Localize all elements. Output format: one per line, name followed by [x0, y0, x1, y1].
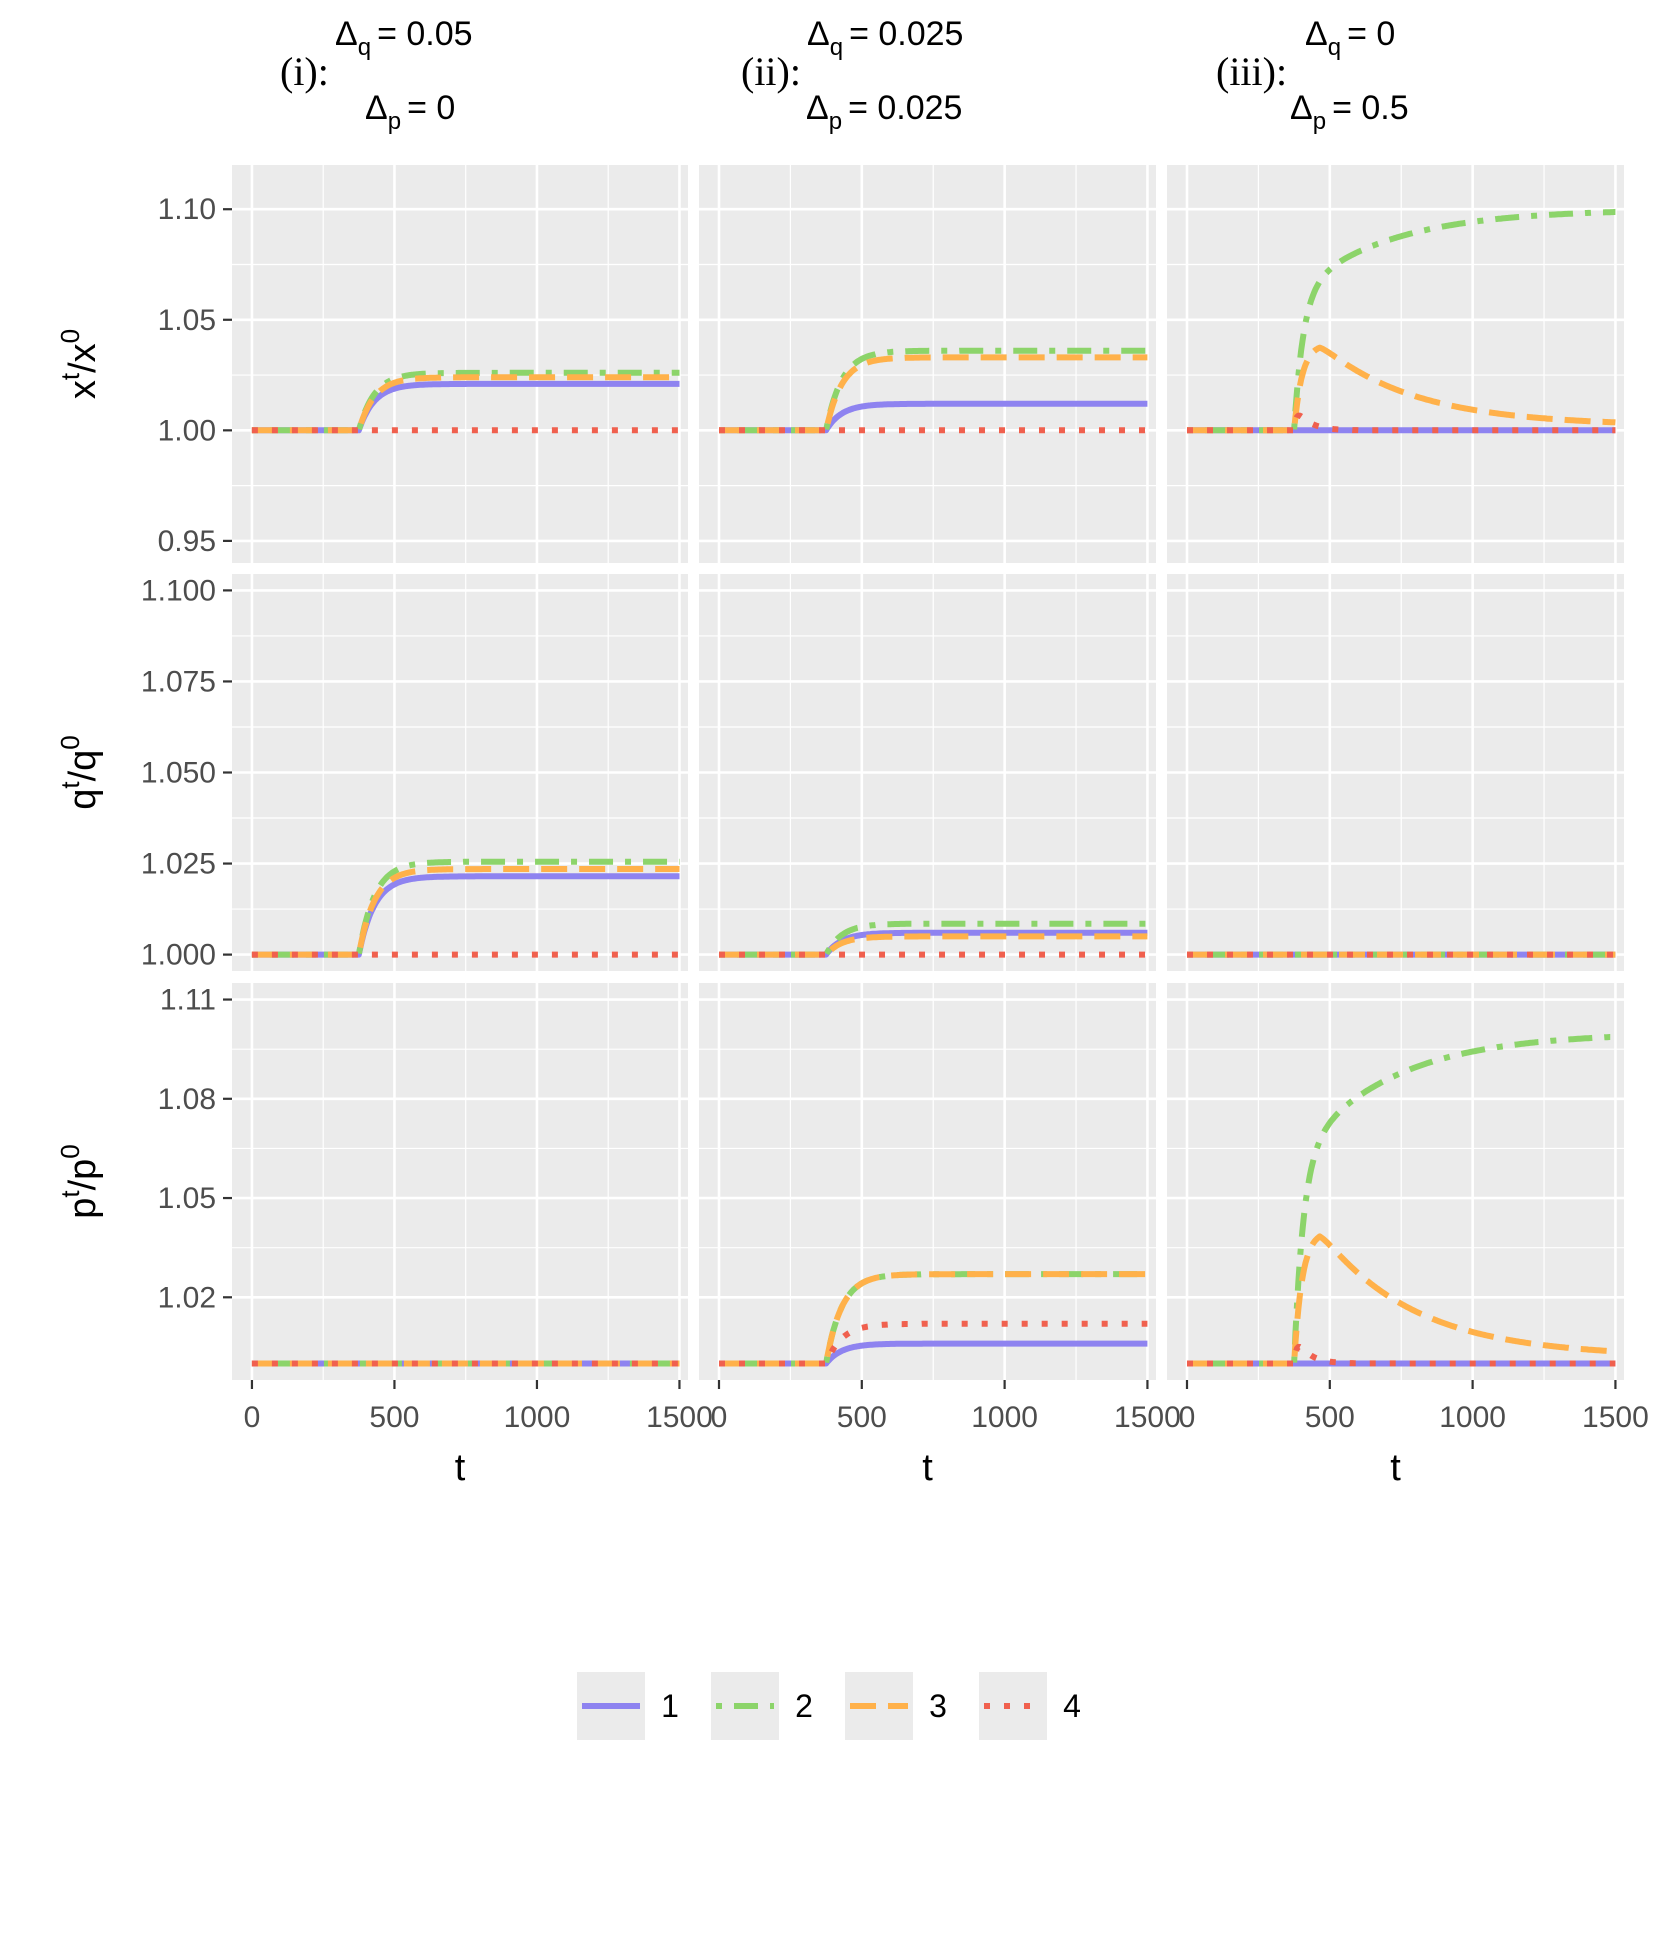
panel-background	[232, 983, 688, 1380]
x-tick-label: 500	[837, 1401, 887, 1434]
strip-delta-p: Δp = 0.025	[806, 89, 962, 135]
strip-label-i: (i):Δq = 0.05 Δp = 0	[280, 15, 473, 135]
panel-background	[232, 165, 688, 563]
x-axis-ii: 0 500 1000 1500 t	[711, 1380, 1181, 1489]
series-line-1	[717, 1340, 1149, 1367]
legend-item-2: 2	[711, 1672, 813, 1740]
legend-label: 3	[929, 1688, 947, 1724]
x-axes: 0 500 1000 1500 t 0 500 1000 1500 t 0 500 1000 1500 t	[244, 1380, 1649, 1489]
y-axes: 0.95 1.00 1.05 1.10 xt/x0 1.000 1.025 1.050 1.07…	[55, 193, 232, 1314]
y-axis-q: 1.000 1.025 1.050 1.075 1.100 qt/q0	[55, 574, 232, 972]
x-tick-label: 1500	[1114, 1401, 1181, 1434]
legend-label: 4	[1063, 1688, 1081, 1724]
panel-x-ii	[699, 165, 1156, 563]
series-line-1	[250, 380, 681, 434]
legend-key	[979, 1672, 1047, 1740]
x-tick-label: 1000	[971, 1401, 1038, 1434]
y-axis-title-p: pt/p0	[55, 1144, 104, 1219]
x-axis-title: t	[922, 1447, 933, 1489]
strip-label-ii: (ii):Δq = 0.025 Δp = 0.025	[741, 15, 963, 135]
x-axis-title: t	[455, 1447, 466, 1489]
y-tick-label: 1.05	[158, 1182, 216, 1215]
x-axis-title: t	[1390, 1447, 1401, 1489]
strip-delta-q: Δq = 0.025	[807, 15, 963, 61]
y-tick-label: 1.050	[141, 757, 216, 790]
legend: 1 2 3 4	[577, 1672, 1081, 1740]
x-tick-label: 0	[1179, 1401, 1196, 1434]
y-axis-title-x: xt/x0	[55, 329, 104, 399]
legend-item-3: 3	[845, 1672, 947, 1740]
series-line-3	[1185, 344, 1617, 434]
x-tick-label: 1000	[504, 1401, 571, 1434]
panel-background	[699, 983, 1156, 1380]
panel-background	[1167, 165, 1624, 563]
y-tick-label: 1.10	[158, 193, 216, 226]
y-tick-label: 1.05	[158, 304, 216, 337]
legend-label: 2	[795, 1688, 813, 1724]
x-tick-label: 0	[244, 1401, 261, 1434]
y-tick-label: 1.02	[158, 1281, 216, 1314]
series-line-2	[1185, 209, 1617, 434]
series-line-1	[717, 400, 1149, 434]
x-tick-label: 500	[1305, 1401, 1355, 1434]
series-line-3	[1185, 1233, 1617, 1367]
series-line-3	[717, 1271, 1149, 1367]
strip-roman-label: (ii):	[741, 49, 801, 94]
x-tick-label: 500	[369, 1401, 419, 1434]
y-tick-label: 1.000	[141, 939, 216, 972]
y-tick-label: 0.95	[158, 525, 216, 558]
series-line-1	[717, 929, 1149, 958]
series-line-2	[717, 347, 1149, 434]
series-line-3	[250, 374, 681, 434]
panel-x-i	[232, 165, 688, 563]
strip-delta-p: Δp = 0	[365, 89, 455, 135]
series-line-3	[717, 933, 1149, 958]
strip-delta-q: Δq = 0.05	[335, 15, 473, 61]
strip-roman-label: (i):	[280, 49, 329, 94]
y-tick-label: 1.08	[158, 1083, 216, 1116]
panel-background	[699, 165, 1156, 563]
y-axis-p: 1.02 1.05 1.08 1.11 pt/p0	[55, 984, 232, 1314]
panel-q-iii	[1167, 574, 1624, 971]
y-tick-label: 1.100	[141, 574, 216, 607]
strip-delta-q: Δq = 0	[1305, 15, 1395, 61]
panel-x-iii	[1167, 165, 1624, 563]
panel-p-i	[232, 983, 688, 1380]
series-line-3	[250, 866, 681, 958]
strip-delta-p: Δp = 0.5	[1290, 89, 1409, 135]
legend-item-1: 1	[577, 1672, 679, 1740]
series-line-2	[250, 369, 681, 434]
legend-item-4: 4	[979, 1672, 1081, 1740]
y-axis-x: 0.95 1.00 1.05 1.10 xt/x0	[55, 193, 232, 558]
y-tick-label: 1.025	[141, 848, 216, 881]
x-tick-label: 0	[711, 1401, 728, 1434]
panel-q-ii	[699, 574, 1156, 971]
x-tick-label: 1000	[1439, 1401, 1506, 1434]
series-line-1	[250, 873, 681, 958]
panel-p-ii	[699, 983, 1156, 1380]
x-tick-label: 1500	[646, 1401, 713, 1434]
panel-q-i	[232, 574, 688, 971]
legend-label: 1	[661, 1688, 679, 1724]
x-axis-iii: 0 500 1000 1500 t	[1179, 1380, 1649, 1489]
series-line-2	[250, 858, 681, 958]
series-line-3	[717, 354, 1149, 434]
y-tick-label: 1.11	[160, 984, 216, 1017]
y-tick-label: 1.00	[158, 414, 216, 447]
y-axis-title-q: qt/q0	[55, 735, 104, 810]
strip-label-iii: (iii): Δq = 0 Δp = 0.5	[1216, 15, 1409, 135]
facet-panels	[232, 165, 1624, 1380]
y-tick-label: 1.075	[141, 665, 216, 698]
x-axis-i: 0 500 1000 1500 t	[244, 1380, 713, 1489]
x-tick-label: 1500	[1582, 1401, 1649, 1434]
panel-p-iii	[1167, 983, 1624, 1380]
column-strip-labels: (i):Δq = 0.05 Δp = 0 (ii):Δq = 0.025 Δp = 0.025…	[280, 15, 1409, 135]
strip-roman-label: (iii):	[1216, 49, 1287, 94]
